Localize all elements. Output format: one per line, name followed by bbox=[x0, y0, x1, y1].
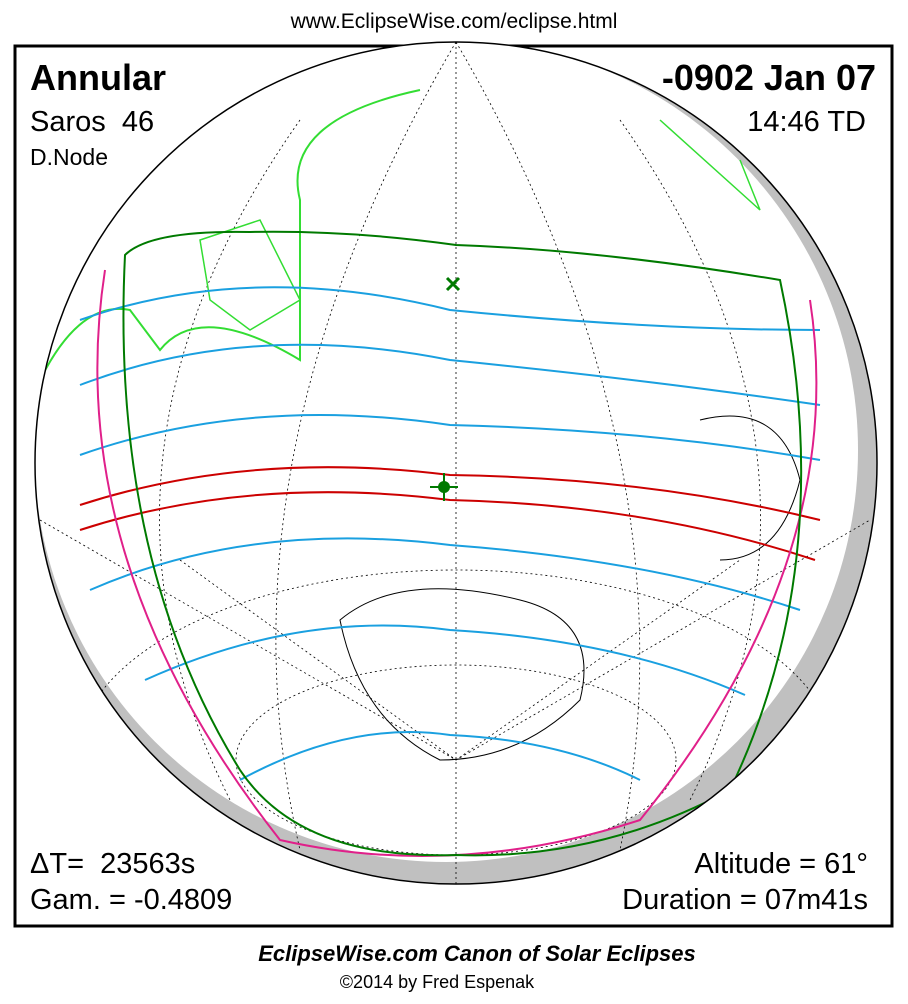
eclipse-type: Annular bbox=[30, 57, 166, 98]
node: D.Node bbox=[30, 144, 108, 170]
time: 14:46 TD bbox=[747, 106, 866, 138]
date: -0902 Jan 07 bbox=[662, 57, 876, 98]
footer-title: EclipseWise.com Canon of Solar Eclipses bbox=[258, 941, 696, 966]
saros: Saros 46 bbox=[30, 106, 154, 138]
gamma: Gam. = -0.4809 bbox=[30, 884, 232, 916]
duration: Duration = 07m41s bbox=[622, 884, 868, 916]
altitude: Altitude = 61° bbox=[694, 848, 868, 880]
url: www.EclipseWise.com/eclipse.html bbox=[290, 10, 618, 33]
globe bbox=[34, 41, 878, 885]
delta-t: ΔT= 23563s bbox=[30, 848, 195, 880]
copyright: ©2014 by Fred Espenak bbox=[340, 972, 535, 992]
